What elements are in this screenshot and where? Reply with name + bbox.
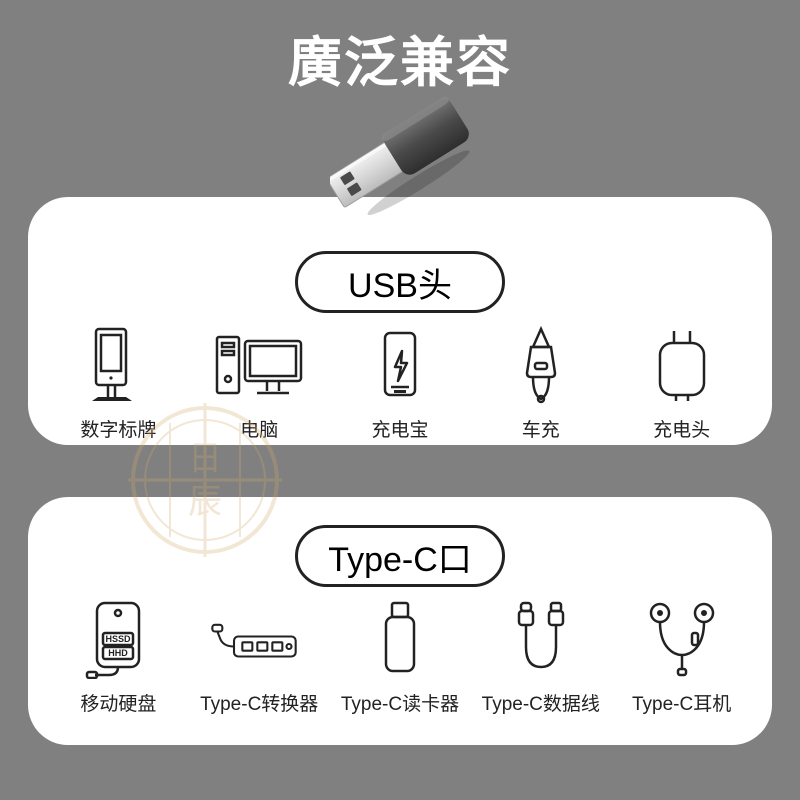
typec-panel: Type-C口 HSSD HHD 移动硬盘 — [28, 497, 772, 745]
usb-panel: USB头 数字标牌 — [28, 197, 772, 445]
label-typec-reader: Type-C读卡器 — [341, 689, 459, 716]
item-computer: 电脑 — [189, 323, 330, 442]
item-typec-reader: Type-C读卡器 — [330, 597, 471, 716]
typec-row: HSSD HHD 移动硬盘 — [48, 597, 752, 716]
usb-pill-label: USB头 — [348, 258, 452, 307]
label-portable-hdd: 移动硬盘 — [80, 689, 156, 716]
typec-reader-icon — [350, 597, 450, 679]
item-digital-signage: 数字标牌 — [48, 323, 189, 442]
label-typec-earphone: Type-C耳机 — [632, 689, 731, 716]
label-typec-hub: Type-C转换器 — [200, 689, 318, 716]
usb-pill: USB头 — [295, 251, 505, 313]
label-car-charger: 车充 — [522, 415, 560, 442]
item-car-charger: 车充 — [470, 323, 611, 442]
computer-icon — [209, 323, 309, 405]
label-powerbank: 充电宝 — [371, 415, 428, 442]
digital-signage-icon — [68, 323, 168, 405]
typec-pill: Type-C口 — [295, 525, 505, 587]
hdd-text-top: HSSD — [106, 634, 132, 644]
typec-earphone-icon — [632, 597, 732, 679]
item-typec-cable: Type-C数据线 — [470, 597, 611, 716]
portable-hdd-icon: HSSD HHD — [68, 597, 168, 679]
label-computer: 电脑 — [240, 415, 278, 442]
page-title: 廣泛兼容 — [0, 0, 800, 97]
label-digital-signage: 数字标牌 — [80, 415, 156, 442]
item-powerbank: 充电宝 — [330, 323, 471, 442]
powerbank-icon — [350, 323, 450, 405]
hdd-text-bot: HHD — [109, 648, 129, 658]
label-typec-cable: Type-C数据线 — [482, 689, 600, 716]
item-portable-hdd: HSSD HHD 移动硬盘 — [48, 597, 189, 716]
typec-pill-label: Type-C口 — [328, 532, 472, 581]
svg-text:日: 日 — [188, 440, 222, 478]
label-wall-charger: 充电头 — [653, 415, 710, 442]
usb-row: 数字标牌 电脑 — [48, 323, 752, 442]
wall-charger-icon — [632, 323, 732, 405]
item-typec-earphone: Type-C耳机 — [611, 597, 752, 716]
typec-hub-icon — [209, 597, 309, 679]
car-charger-icon — [491, 323, 591, 405]
item-typec-hub: Type-C转换器 — [189, 597, 330, 716]
usb-plug-image — [330, 88, 470, 218]
typec-cable-icon — [491, 597, 591, 679]
item-wall-charger: 充电头 — [611, 323, 752, 442]
